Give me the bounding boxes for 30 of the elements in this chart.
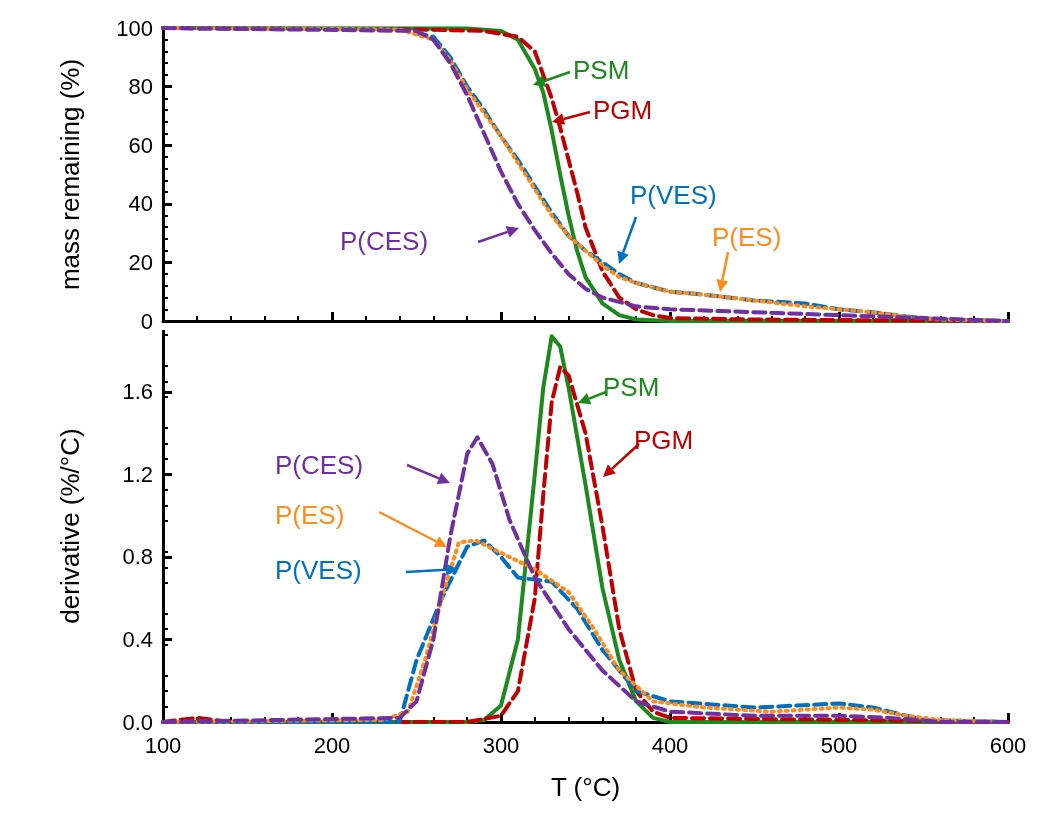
y-tick-label: 80: [128, 74, 153, 100]
y-tick-label: 60: [128, 132, 153, 158]
x-tick-label: 300: [482, 732, 520, 758]
x-tick-label: 500: [820, 732, 858, 758]
series-label: PSM: [603, 372, 660, 402]
legend-label: PGM: [593, 95, 653, 125]
legend-label: P(VES): [275, 555, 362, 585]
y-tick-label: 1.2: [122, 461, 153, 487]
x-tick-label: 100: [144, 732, 182, 758]
y-tick-label: 0: [140, 308, 153, 334]
y-tick-label: 0.8: [122, 544, 153, 570]
y-tick-label: 1.6: [122, 379, 153, 405]
y-tick-label: 20: [128, 249, 153, 275]
legend-label: P(CES): [275, 450, 364, 480]
y-axis-title: mass remaining (%): [55, 58, 85, 291]
legend-label: PSM: [573, 55, 630, 85]
x-tick-label: 200: [313, 732, 351, 758]
y-axis-title: derivative (%/°C): [55, 428, 85, 624]
text: P(VES): [630, 180, 717, 210]
x-tick-label: 600: [989, 732, 1027, 758]
y-tick-label: 0.4: [122, 626, 153, 652]
y-tick-label: 100: [116, 15, 153, 41]
y-tick-label: 40: [128, 191, 153, 217]
x-tick-label: 400: [651, 732, 689, 758]
series-label: PGM: [634, 425, 694, 455]
y-tick-label: 0.0: [122, 709, 153, 735]
x-axis-title: T (°C): [550, 772, 621, 802]
series-label: P(ES): [712, 222, 782, 252]
text: P(CES): [340, 226, 429, 256]
legend-label: P(ES): [275, 500, 345, 530]
